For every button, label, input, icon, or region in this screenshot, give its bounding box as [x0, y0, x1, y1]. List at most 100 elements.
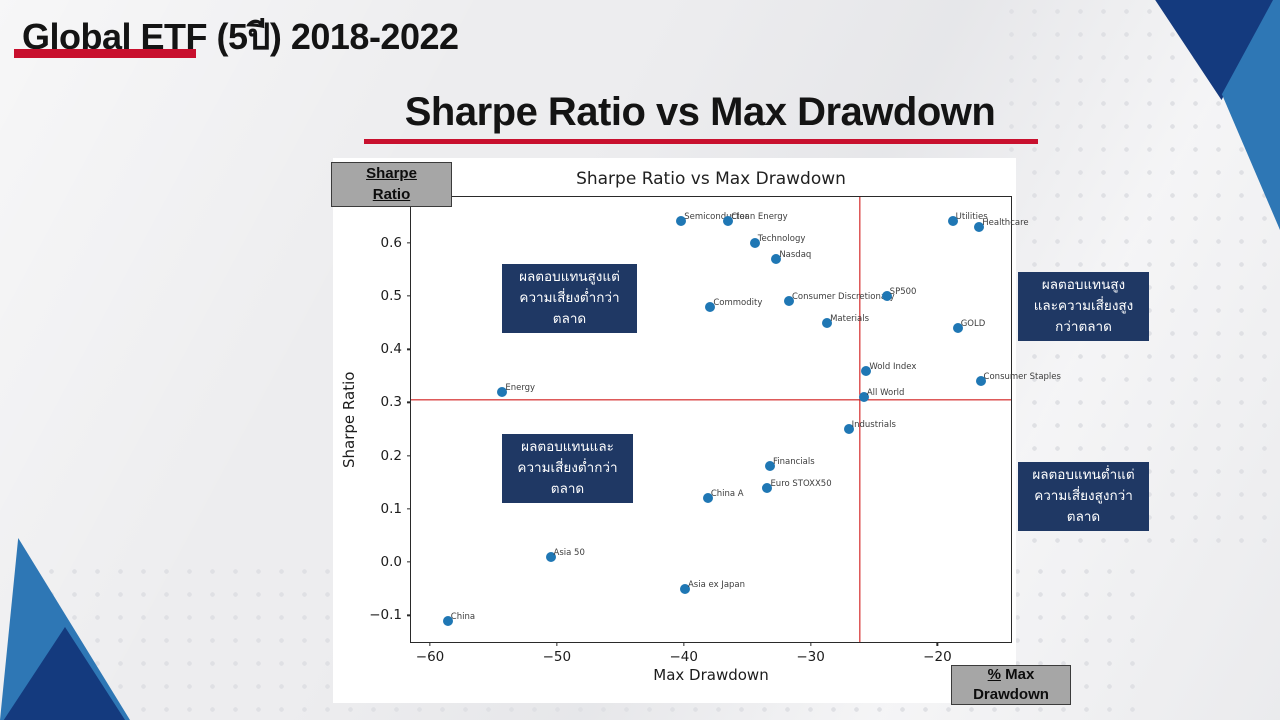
title-underline: [14, 49, 196, 58]
quadrant-horizontal-line: [411, 399, 1011, 401]
x-tick: [936, 642, 939, 646]
data-point: [843, 424, 854, 435]
data-point-label: Consumer Discretionary: [792, 292, 895, 303]
note-line: ตลาด: [550, 480, 585, 496]
note-line: ผลตอบแทนสูง: [1041, 277, 1126, 293]
y-tick: [407, 348, 411, 350]
percent-sign: %: [987, 665, 1001, 683]
y-tick-label: 0.0: [380, 554, 402, 571]
data-point: [705, 301, 716, 312]
callout-line: Sharpe: [366, 165, 417, 183]
note-line: กว่าตลาด: [1055, 318, 1112, 334]
quadrant-note-low-return-high-risk: ผลตอบแทนต่ำแต่ ความเสี่ยงสูงกว่า ตลาด: [1018, 462, 1149, 531]
subtitle-underline: [364, 139, 1038, 144]
data-point: [762, 482, 773, 493]
y-tick: [407, 508, 411, 510]
data-point-label: SP500: [889, 287, 917, 297]
x-axis-label: Max Drawdown: [653, 666, 769, 684]
slide-subtitle: Sharpe Ratio vs Max Drawdown: [404, 90, 996, 134]
callout-line: Drawdown: [973, 686, 1049, 703]
callout-line-rest: Max: [1000, 665, 1035, 683]
y-tick-label: 0.6: [380, 234, 402, 251]
data-point: [947, 216, 958, 227]
note-line: ความเสี่ยงต่ำกว่า: [519, 290, 620, 306]
data-point: [764, 461, 775, 472]
y-tick: [407, 401, 411, 404]
quadrant-note-high-return-high-risk: ผลตอบแทนสูง และความเสี่ยงสูง กว่าตลาด: [1018, 272, 1149, 341]
data-point-label: All World: [866, 388, 905, 399]
data-point-label: Healthcare: [982, 217, 1029, 228]
data-point-label: China A: [710, 489, 744, 500]
y-tick: [407, 614, 411, 617]
y-tick-label: −0.1: [369, 607, 402, 624]
callout-line: Ratio: [372, 185, 411, 203]
data-point: [784, 296, 794, 307]
note-line: ผลตอบแทนและ: [521, 439, 614, 455]
data-point: [975, 376, 986, 387]
y-tick: [407, 295, 411, 297]
data-point-label: Materials: [830, 313, 870, 324]
note-line: ผลตอบแทนต่ำแต่: [1032, 467, 1135, 483]
data-point: [952, 322, 963, 333]
y-tick-label: 0.2: [380, 447, 402, 464]
callout-line: % Max: [952, 665, 1070, 685]
x-tick-label: −40: [669, 649, 698, 665]
note-line: ตลาด: [552, 310, 587, 326]
chart-title: Sharpe Ratio vs Max Drawdown: [576, 169, 846, 189]
data-point-label: Commodity: [713, 297, 763, 308]
x-tick-label: −50: [542, 649, 572, 665]
data-point: [974, 221, 985, 232]
note-line: ความเสี่ยงสูงกว่า: [1034, 488, 1133, 504]
data-point: [881, 291, 892, 301]
data-point: [679, 583, 690, 594]
y-tick-label: 0.4: [380, 341, 402, 358]
data-point: [822, 317, 833, 328]
data-point: [861, 365, 872, 376]
note-line: ตลาด: [1066, 508, 1101, 524]
data-point-label: Energy: [505, 382, 536, 393]
x-tick-label: −60: [415, 649, 445, 665]
data-point-label: Consumer Staples: [983, 372, 1061, 383]
data-point-label: Technology: [757, 233, 806, 244]
data-point: [545, 551, 556, 562]
data-point: [442, 615, 453, 626]
y-tick: [407, 561, 411, 563]
data-point: [497, 386, 508, 397]
data-point-label: Euro STOXX50: [770, 478, 832, 489]
data-point-label: Financials: [772, 457, 815, 468]
y-tick: [407, 455, 411, 457]
y-tick-label: 0.5: [380, 288, 402, 304]
y-axis-label: Sharpe Ratio: [340, 371, 358, 468]
x-tick: [556, 642, 558, 646]
data-point-label: GOLD: [960, 318, 986, 329]
x-tick-label: −30: [796, 649, 825, 665]
data-point-label: Wold Index: [869, 361, 917, 372]
data-point: [676, 216, 687, 227]
y-tick-label: 0.1: [380, 500, 402, 517]
x-tick: [809, 642, 812, 646]
data-point: [723, 216, 734, 227]
quadrant-note-low-return-low-risk: ผลตอบแทนและ ความเสี่ยงต่ำกว่า ตลาด: [502, 434, 633, 503]
note-line: ผลตอบแทนสูงแต่: [519, 269, 620, 285]
data-point-label: Utilities: [955, 212, 988, 223]
data-point: [858, 392, 869, 403]
x-tick-label: −20: [923, 649, 952, 665]
note-line: ความเสี่ยงต่ำกว่า: [517, 460, 618, 476]
sharpe-ratio-callout-box: Sharpe Ratio: [331, 162, 452, 207]
data-point-label: Nasdaq: [779, 249, 812, 260]
y-tick-label: 0.3: [380, 394, 402, 411]
data-point-label: Industrials: [851, 420, 896, 431]
max-drawdown-callout-box: % Max Drawdown: [951, 665, 1071, 705]
plot-area: −60 −50 −40 −30 −20 −0.1 0.0 0.1 0.2 0.3 0.4 0.5 0.6…: [369, 196, 1061, 665]
data-point-label: Semiconductor: [684, 212, 749, 223]
quadrant-vertical-line: [859, 197, 861, 642]
data-point: [771, 253, 782, 264]
data-point: [702, 493, 713, 504]
data-point-label: Asia 50: [553, 547, 585, 558]
x-tick: [429, 642, 431, 646]
y-tick: [407, 242, 411, 244]
chart-figure: Sharpe Ratio vs Max Drawdown Sharpe Rati…: [333, 158, 1061, 703]
data-point-label: Clean Energy: [731, 212, 788, 223]
data-point-label: China: [450, 611, 476, 622]
